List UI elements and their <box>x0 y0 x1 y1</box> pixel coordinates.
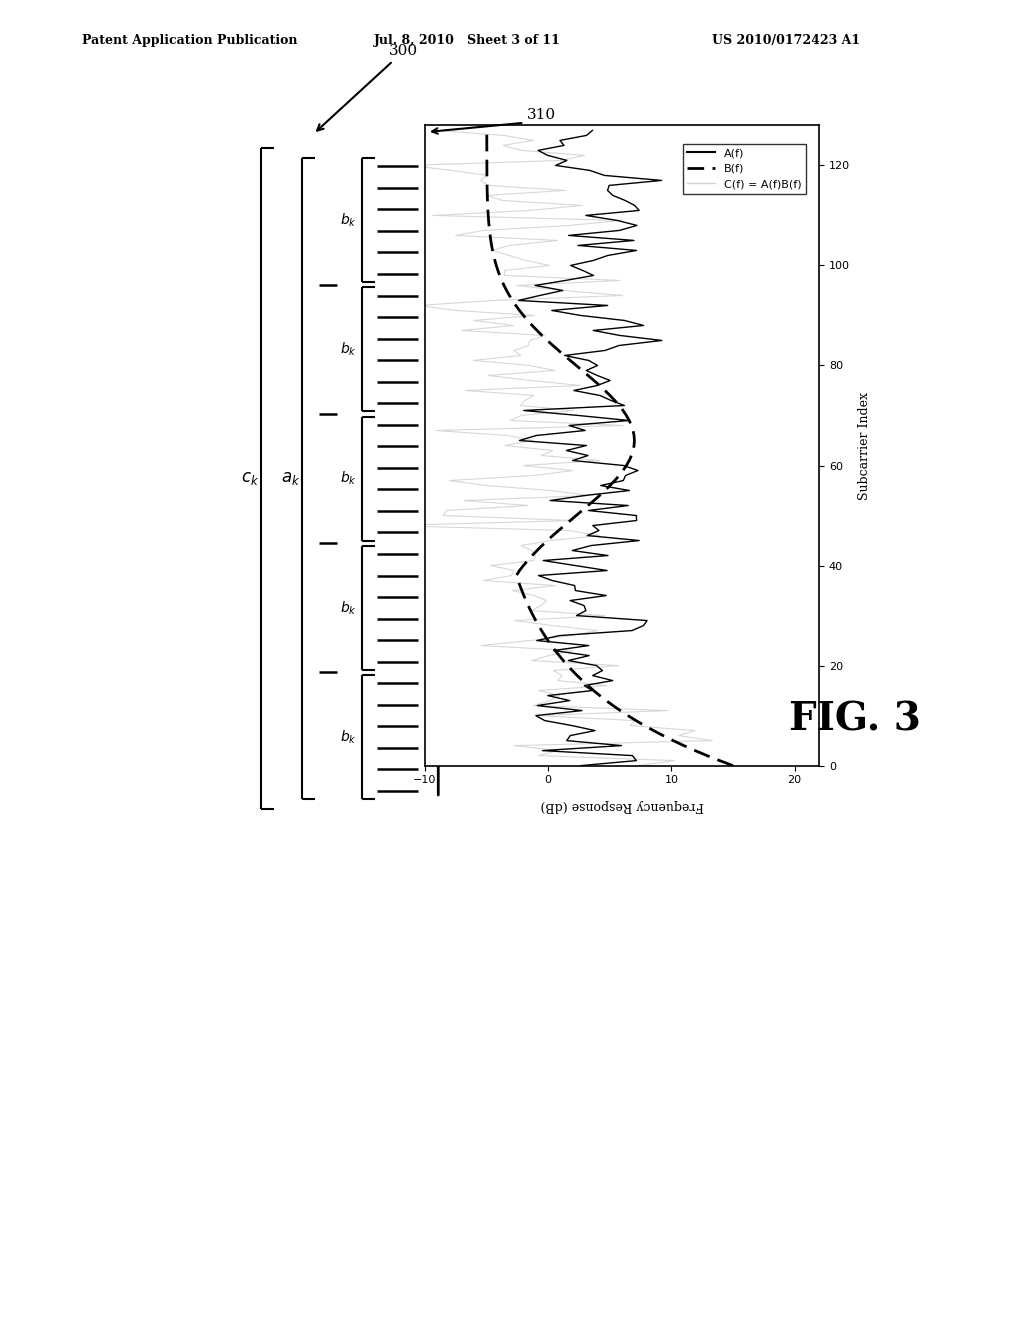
Text: Jul. 8, 2010   Sheet 3 of 11: Jul. 8, 2010 Sheet 3 of 11 <box>374 34 560 48</box>
Text: US 2010/0172423 A1: US 2010/0172423 A1 <box>712 34 860 48</box>
Text: FIG. 3: FIG. 3 <box>790 701 921 738</box>
Text: $b_k$: $b_k$ <box>340 599 356 616</box>
Text: $c_k$: $c_k$ <box>241 470 259 487</box>
Text: $k$: $k$ <box>426 127 438 144</box>
Text: Patent Application Publication: Patent Application Publication <box>82 34 297 48</box>
Text: $b_k$: $b_k$ <box>340 470 356 487</box>
Text: 310: 310 <box>527 108 556 121</box>
X-axis label: Frequency Response (dB): Frequency Response (dB) <box>541 799 703 812</box>
Text: $a_k$: $a_k$ <box>282 470 300 487</box>
Text: $b_k$: $b_k$ <box>340 341 356 358</box>
Y-axis label: Subcarrier Index: Subcarrier Index <box>858 392 871 499</box>
Text: $b_k$: $b_k$ <box>340 211 356 228</box>
Legend: A(f), B(f), C(f) = A(f)B(f): A(f), B(f), C(f) = A(f)B(f) <box>683 144 806 194</box>
Text: 300: 300 <box>317 44 418 131</box>
Text: $b_k$: $b_k$ <box>340 729 356 746</box>
